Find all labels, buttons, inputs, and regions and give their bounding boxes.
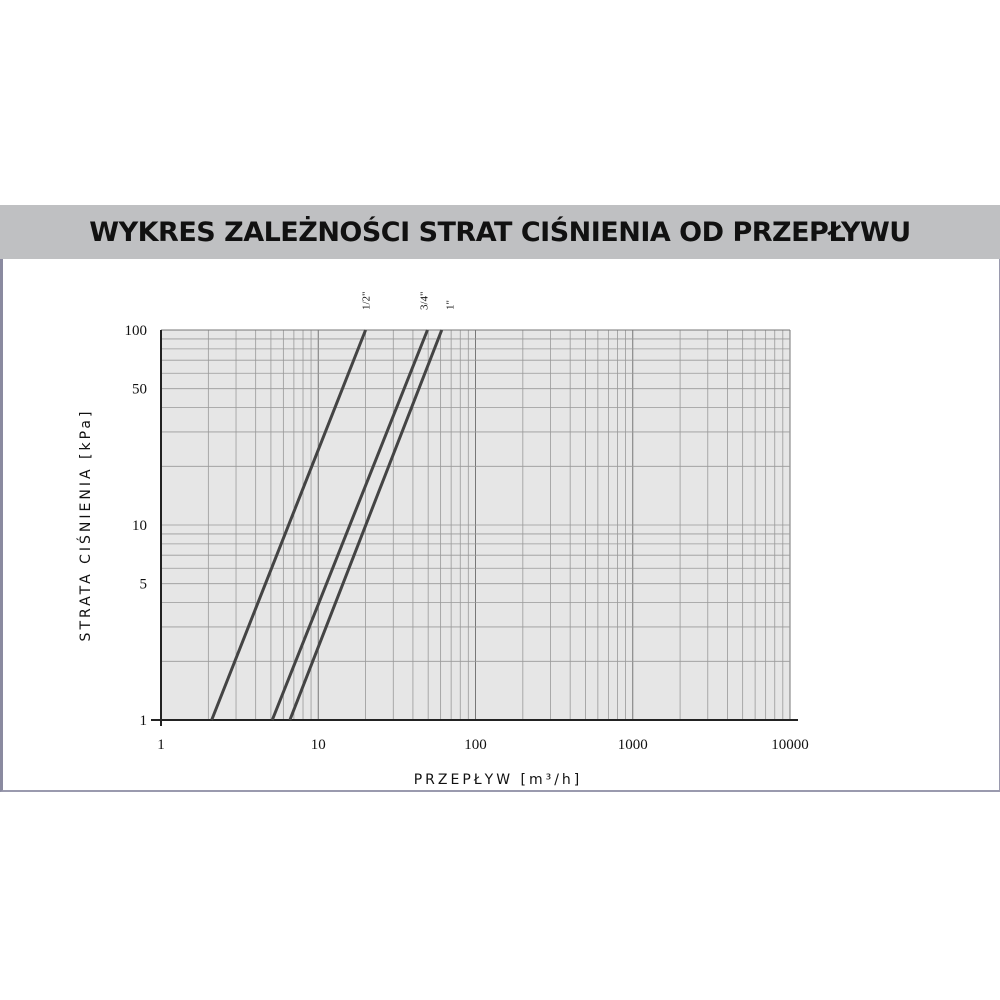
series-line — [210, 329, 367, 721]
series-label: 1/2" — [361, 291, 373, 310]
x-tick-label: 10000 — [771, 737, 809, 753]
grid — [151, 329, 798, 726]
series-label: 1" — [445, 300, 457, 310]
series-lines: 1/2" 3/4" 1" — [210, 291, 457, 721]
x-tick-label: 1 — [157, 737, 165, 753]
series-line — [270, 329, 429, 721]
series-line — [288, 329, 444, 721]
y-tick-label: 50 — [132, 382, 147, 398]
x-axis-label: PRZEPŁYW [m³/h] — [414, 772, 583, 788]
x-tick-label: 10 — [311, 737, 326, 753]
chart-title: WYKRES ZALEŻNOŚCI STRAT CIŚNIENIA OD PRZ… — [89, 216, 911, 248]
x-tick-label: 100 — [464, 737, 487, 753]
y-tick-label: 5 — [140, 577, 148, 593]
y-axis-label: STRATA CIŚNIENIA [kPa] — [76, 409, 94, 642]
y-tick-label: 100 — [125, 323, 148, 339]
y-tick-label: 10 — [132, 518, 147, 534]
x-tick-label: 1000 — [618, 737, 648, 753]
series-label: 3/4" — [418, 291, 430, 310]
title-bar: WYKRES ZALEŻNOŚCI STRAT CIŚNIENIA OD PRZ… — [0, 205, 1000, 259]
tick-labels: 1 10 100 1000 10000 1 5 10 50 100 — [125, 323, 809, 753]
y-tick-label: 1 — [140, 713, 148, 729]
